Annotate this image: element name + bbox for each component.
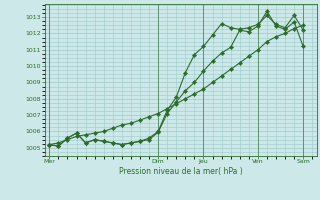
X-axis label: Pression niveau de la mer( hPa ): Pression niveau de la mer( hPa ) xyxy=(119,167,243,176)
